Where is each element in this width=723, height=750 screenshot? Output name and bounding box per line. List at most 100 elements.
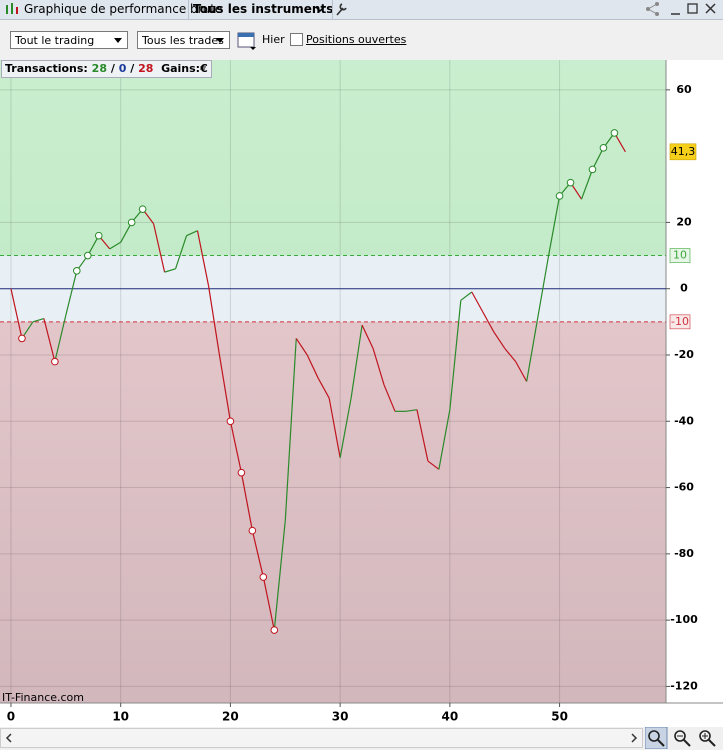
wins: 28	[91, 62, 107, 75]
equity-segment	[240, 472, 253, 531]
equity-segment	[548, 195, 561, 256]
equity-segment	[328, 397, 341, 458]
separator: /	[110, 62, 115, 75]
y-tick-label: -80	[674, 547, 694, 560]
y-tick-label: 60	[676, 83, 692, 96]
extreme-marker	[83, 251, 92, 260]
equity-segment	[153, 223, 166, 273]
equity-segment	[504, 347, 517, 362]
calendar-icon[interactable]	[237, 30, 257, 50]
currency: €	[200, 62, 208, 75]
equity-segment	[449, 300, 462, 410]
neutral: 0	[118, 62, 127, 75]
extreme-marker	[248, 526, 257, 535]
extreme-marker	[599, 144, 608, 152]
zoom-tools[interactable]	[645, 727, 723, 749]
equity-segment	[32, 317, 45, 323]
last-value-label: 41,3	[671, 145, 696, 158]
trades-select[interactable]: Tous les trades	[137, 31, 230, 49]
equity-segment	[471, 291, 484, 313]
equity-segment	[416, 409, 429, 462]
open-positions[interactable]: Positions ouvertes	[306, 33, 407, 46]
equity-segment	[218, 354, 232, 422]
y-tick-label: -100	[670, 613, 698, 626]
extreme-marker	[610, 129, 619, 137]
chart: 0 10 20 30 40 5060200-20-40-60-80-100-12010-1…	[0, 60, 723, 727]
equity-segment	[65, 270, 78, 316]
equity-segment	[196, 230, 210, 286]
equity-segment	[229, 421, 242, 473]
x-tick-label: 40	[442, 710, 459, 724]
date-label: Hier	[262, 33, 285, 46]
axis-panel	[666, 60, 723, 703]
equity-segment	[273, 520, 286, 631]
equity-segment	[251, 530, 264, 578]
y-tick-label: -40	[674, 414, 694, 427]
gains-label: Gains:	[161, 62, 201, 75]
scope-select[interactable]: Tout le trading	[10, 31, 128, 49]
equity-segment	[174, 235, 188, 269]
equity-segment	[361, 324, 374, 349]
equity-segment	[493, 331, 506, 349]
equity-segment	[10, 288, 23, 339]
app-icon	[6, 3, 18, 14]
toolbar: Graphique de performance brute Tous les …	[0, 0, 723, 20]
x-tick-label: 0	[7, 710, 15, 724]
extreme-marker	[270, 626, 279, 634]
separator: /	[130, 62, 135, 75]
settings-icon[interactable]	[332, 0, 349, 19]
scrollbar[interactable]	[0, 728, 643, 748]
threshold-box	[669, 314, 691, 330]
x-tick-label: 30	[332, 710, 349, 724]
equity-segment	[54, 315, 67, 362]
equity-segment	[186, 230, 198, 237]
equity-segment	[482, 311, 495, 333]
equity-segment	[526, 318, 539, 382]
transactions-label: Transactions:	[5, 62, 88, 75]
threshold-label: -10	[671, 315, 689, 328]
x-tick-label: 10	[112, 710, 129, 724]
menu-arrow[interactable]	[315, 0, 325, 19]
equity-segment	[591, 147, 604, 170]
y-tick-label: 20	[676, 215, 692, 228]
extreme-marker	[51, 357, 59, 366]
equity-segment	[537, 255, 550, 319]
x-axis-panel	[0, 703, 723, 727]
equity-segment	[372, 348, 385, 385]
extreme-marker	[259, 573, 268, 581]
equity-segment	[262, 576, 275, 631]
instrument-menu[interactable]: Tous les instruments	[188, 0, 333, 19]
last-value-box	[669, 143, 697, 161]
equity-segment	[109, 241, 122, 250]
equity-segment	[317, 377, 330, 399]
extreme-marker	[127, 218, 136, 227]
equity-segment	[43, 318, 56, 362]
equity-segment	[580, 169, 594, 200]
extreme-marker	[237, 468, 246, 477]
extreme-marker	[73, 266, 81, 275]
x-tick-label: 20	[222, 710, 239, 724]
extreme-marker	[566, 178, 575, 187]
equity-segment	[164, 268, 176, 273]
y-tick-label: -120	[670, 679, 698, 692]
scroll-arrows[interactable]	[1, 729, 644, 747]
extreme-marker	[138, 205, 147, 213]
equity-segment	[339, 397, 352, 458]
equity-segment	[383, 384, 396, 412]
extreme-marker	[555, 192, 564, 200]
equity-segment	[284, 338, 297, 521]
threshold-box	[669, 248, 691, 263]
extreme-marker	[226, 417, 235, 426]
y-tick-label: -60	[674, 481, 694, 494]
equity-segment	[438, 409, 451, 470]
transactions-box: Transactions: 28 / 0 / 28 Gains:€	[1, 60, 212, 78]
loss-zone	[0, 321, 666, 703]
watermark: IT-Finance.com	[2, 691, 84, 704]
equity-segment	[427, 460, 440, 470]
equity-segment	[207, 285, 221, 356]
equity-segment	[306, 354, 319, 379]
window-buttons[interactable]	[643, 0, 723, 19]
equity-segment	[405, 409, 418, 412]
y-tick-label: 0	[680, 282, 688, 295]
checkbox[interactable]	[290, 33, 303, 46]
